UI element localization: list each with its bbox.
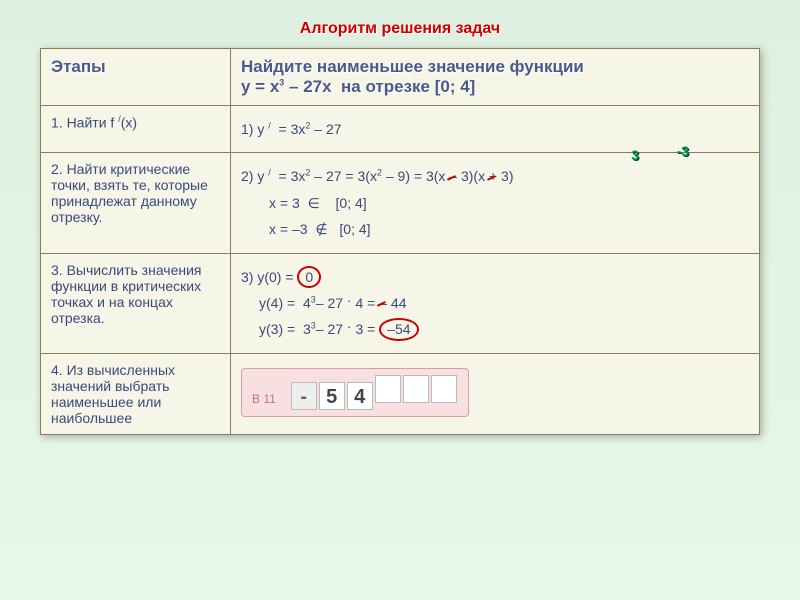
table-header-row: Этапы Найдите наименьшее значение функци… bbox=[41, 49, 760, 106]
digit bbox=[431, 375, 457, 403]
step-2-content: 3 -3 2) y / = 3x2 – 27 = 3(x2 – 9) = 3(x… bbox=[231, 153, 760, 253]
step-3-label: 3. Вычислить значения функции в критичес… bbox=[41, 253, 231, 353]
table-row: 4. Из вычисленных значений выбрать наиме… bbox=[41, 353, 760, 434]
task-line1: Найдите наименьшее значение функции bbox=[241, 57, 749, 77]
digit bbox=[403, 375, 429, 403]
digit: 4 bbox=[347, 382, 373, 410]
x-eq-minus3: x = –3 bbox=[269, 221, 308, 237]
digit: 5 bbox=[319, 382, 345, 410]
x-eq-3: x = 3 bbox=[269, 195, 300, 211]
header-steps: Этапы bbox=[41, 49, 231, 106]
interval-1: [0; 4] bbox=[336, 195, 367, 211]
step-4-content: В 11 -54 bbox=[231, 353, 760, 434]
answer-digits: -54 bbox=[290, 390, 458, 406]
digit bbox=[375, 375, 401, 403]
answer-box: В 11 -54 bbox=[241, 368, 469, 417]
table-row: 3. Вычислить значения функции в критичес… bbox=[41, 253, 760, 353]
step-1-label: 1. Найти f /(x) bbox=[41, 106, 231, 153]
interval-2: [0; 4] bbox=[339, 221, 370, 237]
table-row: 1. Найти f /(x) 1) y / = 3x2 – 27 bbox=[41, 106, 760, 153]
step-4-label: 4. Из вычисленных значений выбрать наиме… bbox=[41, 353, 231, 434]
answer-label: В 11 bbox=[252, 392, 276, 406]
annotation-minus3: -3 bbox=[677, 143, 689, 159]
task-line2: y = x3 – 27x на отрезке [0; 4] bbox=[241, 77, 749, 97]
algorithm-table: Этапы Найдите наименьшее значение функци… bbox=[40, 48, 760, 435]
step-3-content: 3) y(0) = 0 y(4) = 43– 27 · 4 = – 44 y(3… bbox=[231, 253, 760, 353]
digit: - bbox=[291, 382, 317, 410]
page-title: Алгоритм решения задач bbox=[0, 0, 800, 48]
y0-value: 0 bbox=[297, 266, 321, 288]
step-2-label: 2. Найти критические точки, взять те, ко… bbox=[41, 153, 231, 253]
header-task: Найдите наименьшее значение функции y = … bbox=[231, 49, 760, 106]
y0-label: 3) y(0) = bbox=[241, 269, 294, 285]
table-row: 2. Найти критические точки, взять те, ко… bbox=[41, 153, 760, 253]
annotation-3: 3 bbox=[631, 147, 639, 163]
